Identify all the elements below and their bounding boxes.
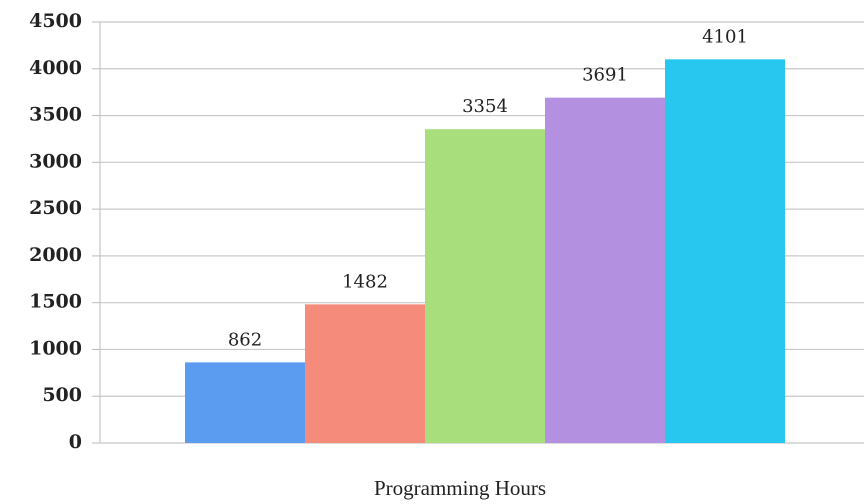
bar	[665, 59, 785, 443]
y-tick-label: 1000	[29, 337, 82, 359]
y-tick-label: 2000	[29, 244, 82, 266]
bar	[425, 129, 545, 443]
data-label: 3691	[582, 65, 628, 86]
data-label: 1482	[342, 271, 388, 292]
bar	[305, 304, 425, 443]
x-axis-label: Programming Hours	[374, 476, 546, 500]
y-tick-label: 1500	[29, 291, 82, 313]
bar	[185, 362, 305, 443]
y-tick-label: 2500	[29, 197, 82, 219]
y-tick-label: 0	[69, 431, 82, 453]
y-tick-label: 4500	[29, 10, 82, 32]
data-label: 4101	[702, 26, 748, 47]
y-tick-label: 4000	[29, 57, 82, 79]
bar	[545, 97, 665, 443]
data-label: 862	[228, 329, 262, 350]
y-tick-label: 3000	[29, 150, 82, 172]
y-tick-label: 3500	[29, 104, 82, 126]
y-tick-label: 500	[42, 384, 82, 406]
data-label: 3354	[462, 96, 508, 117]
